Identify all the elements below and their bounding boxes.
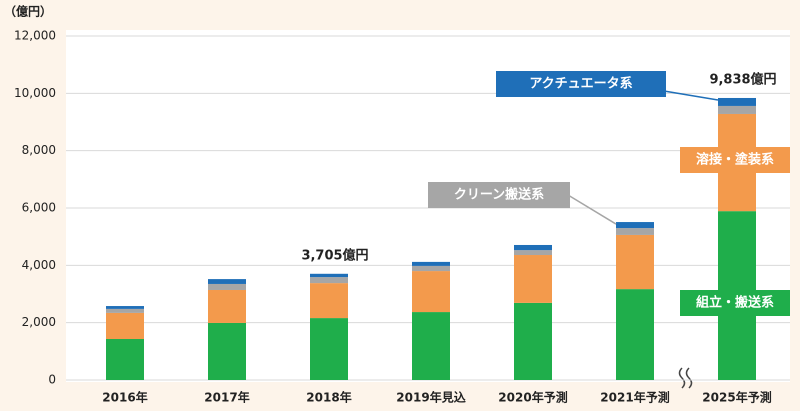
bar-segment bbox=[514, 250, 552, 256]
bar-segment bbox=[616, 234, 654, 290]
bar-segment bbox=[412, 265, 450, 272]
bar-segment bbox=[106, 306, 144, 309]
legend-label: 溶接・塗装系 bbox=[696, 152, 774, 168]
total-label: 9,838億円 bbox=[709, 71, 776, 87]
y-tick-label: 0 bbox=[48, 373, 56, 387]
bar-segment bbox=[208, 289, 246, 323]
bar-segment bbox=[106, 308, 144, 313]
callout-line bbox=[567, 194, 617, 225]
bar-segment bbox=[310, 283, 348, 319]
legend-label: 組立・搬送系 bbox=[696, 295, 774, 311]
callout-box bbox=[680, 290, 790, 316]
bar-segment bbox=[106, 312, 144, 340]
bar-segment bbox=[310, 277, 348, 284]
y-tick-label: 2,000 bbox=[22, 315, 56, 329]
bar-segment bbox=[412, 261, 450, 266]
bar-segment bbox=[208, 322, 246, 380]
y-tick-label: 8,000 bbox=[22, 143, 56, 157]
x-tick-label: 2016年 bbox=[102, 390, 147, 405]
total-label: 3,705億円 bbox=[301, 247, 368, 263]
legend-label: クリーン搬送系 bbox=[454, 187, 544, 203]
x-tick-label: 2017年 bbox=[204, 390, 249, 405]
bar-segment bbox=[208, 279, 246, 284]
bar-segment bbox=[616, 228, 654, 235]
y-tick-label: 10,000 bbox=[14, 86, 56, 100]
bar-segment bbox=[310, 318, 348, 380]
bar-segment bbox=[514, 302, 552, 380]
x-tick-label: 2020年予測 bbox=[498, 390, 567, 405]
axis-break bbox=[678, 367, 693, 389]
bar-segment bbox=[310, 273, 348, 278]
y-tick-label: 12,000 bbox=[14, 29, 56, 43]
x-tick-label: 2018年 bbox=[306, 390, 351, 405]
callout-line bbox=[663, 90, 719, 101]
legend-label: アクチュエータ系 bbox=[529, 76, 632, 92]
y-unit-label: （億円） bbox=[4, 4, 52, 19]
bar-segment bbox=[208, 283, 246, 290]
bar-segment bbox=[718, 105, 756, 114]
bar-segment bbox=[616, 222, 654, 229]
y-tick-label: 6,000 bbox=[22, 201, 56, 215]
bar-segment bbox=[514, 244, 552, 251]
x-tick-label: 2021年予測 bbox=[600, 390, 669, 405]
x-tick-label: 2025年予測 bbox=[702, 390, 771, 405]
callout-box bbox=[496, 71, 666, 97]
y-tick-label: 4,000 bbox=[22, 258, 56, 272]
bar-segment bbox=[718, 97, 756, 106]
bar-segment bbox=[106, 339, 144, 380]
bar-segment bbox=[616, 289, 654, 380]
bar-segment bbox=[412, 312, 450, 380]
x-tick-label: 2019年見込 bbox=[396, 390, 465, 405]
bar-segment bbox=[514, 255, 552, 303]
callout-box bbox=[680, 147, 790, 173]
callout-box bbox=[428, 182, 570, 208]
bar-segment bbox=[412, 271, 450, 313]
